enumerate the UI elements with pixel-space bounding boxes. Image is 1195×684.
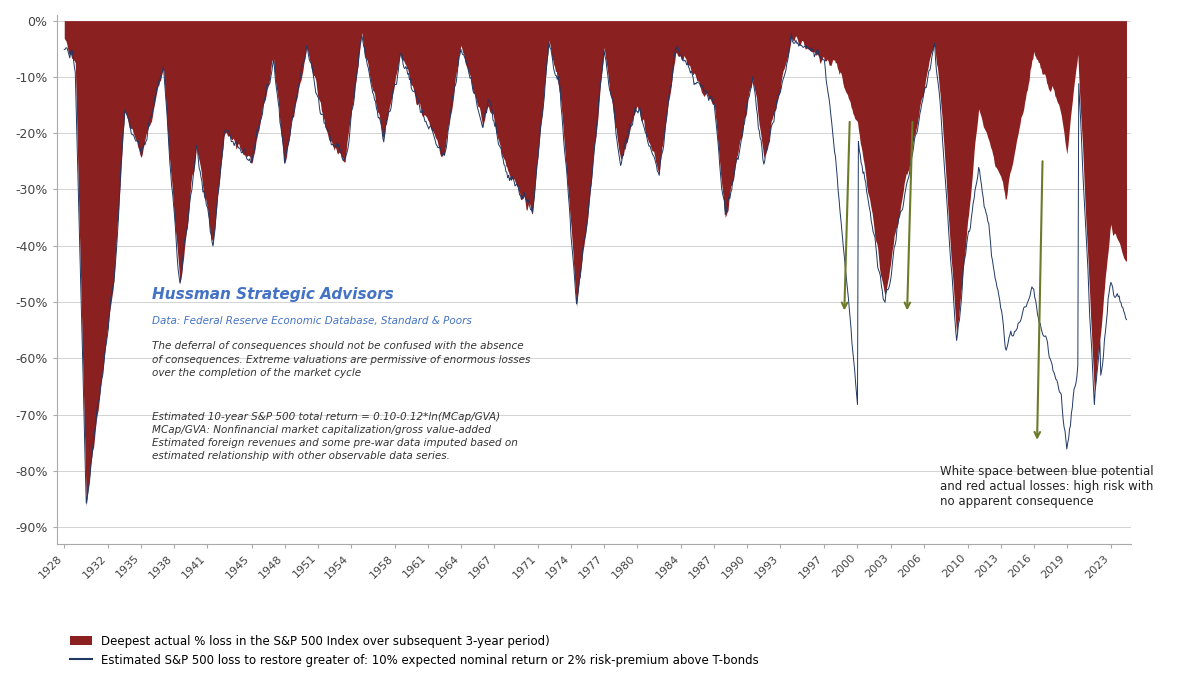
- Text: Estimated 10-year S&P 500 total return = 0.10-0.12*ln(MCap/GVA)
MCap/GVA: Nonfin: Estimated 10-year S&P 500 total return =…: [153, 412, 519, 461]
- Text: Hussman Strategic Advisors: Hussman Strategic Advisors: [153, 287, 394, 302]
- Text: Data: Federal Reserve Economic Database, Standard & Poors: Data: Federal Reserve Economic Database,…: [153, 316, 472, 326]
- Text: White space between blue potential
and red actual losses: high risk with
no appa: White space between blue potential and r…: [940, 465, 1153, 508]
- Legend: Deepest actual % loss in the S&P 500 Index over subsequent 3-year period), Estim: Deepest actual % loss in the S&P 500 Ind…: [66, 630, 764, 671]
- Text: The deferral of consequences should not be confused with the absence
of conseque: The deferral of consequences should not …: [153, 341, 531, 378]
